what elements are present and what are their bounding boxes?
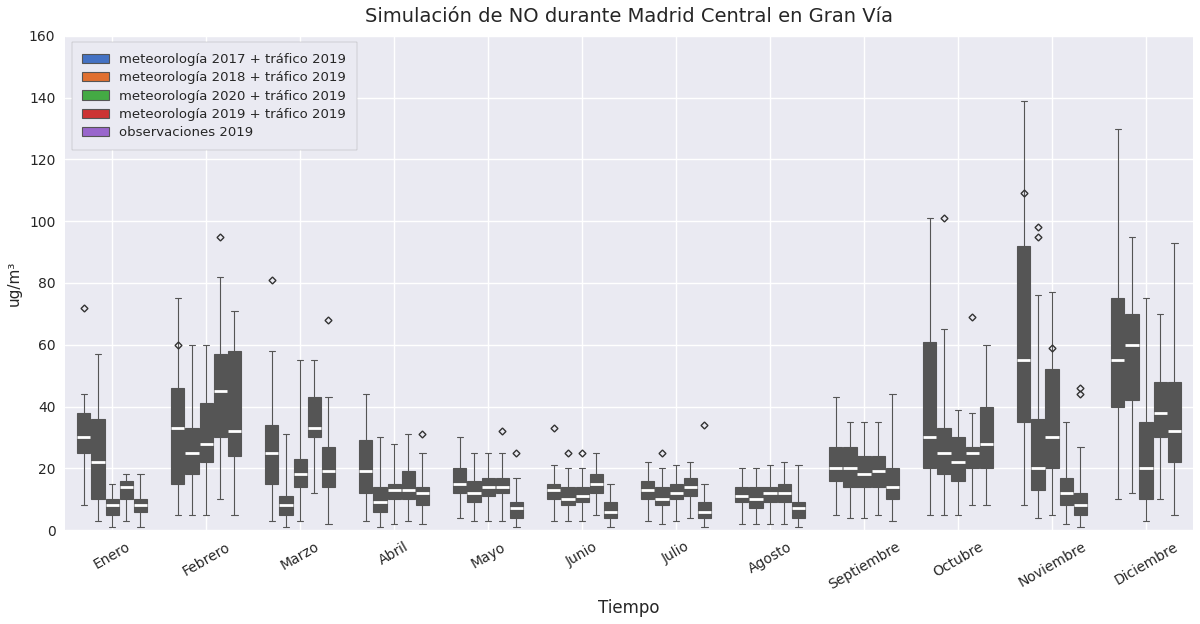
PathPatch shape (1140, 422, 1153, 499)
PathPatch shape (792, 502, 805, 518)
PathPatch shape (1111, 298, 1124, 406)
PathPatch shape (844, 447, 857, 487)
PathPatch shape (684, 477, 697, 496)
PathPatch shape (402, 471, 415, 499)
PathPatch shape (496, 477, 509, 493)
PathPatch shape (133, 499, 146, 512)
PathPatch shape (77, 412, 90, 453)
PathPatch shape (265, 425, 278, 484)
PathPatch shape (923, 342, 936, 468)
PathPatch shape (307, 397, 320, 437)
PathPatch shape (280, 496, 293, 515)
PathPatch shape (1168, 382, 1181, 462)
PathPatch shape (562, 487, 575, 505)
PathPatch shape (481, 477, 494, 496)
PathPatch shape (1031, 419, 1044, 490)
PathPatch shape (1045, 369, 1058, 468)
PathPatch shape (670, 484, 683, 499)
X-axis label: Tiempo: Tiempo (599, 599, 660, 617)
PathPatch shape (186, 428, 198, 474)
PathPatch shape (858, 456, 871, 487)
PathPatch shape (952, 437, 965, 480)
PathPatch shape (736, 487, 749, 502)
PathPatch shape (214, 354, 227, 437)
PathPatch shape (120, 480, 133, 499)
PathPatch shape (1018, 246, 1031, 422)
PathPatch shape (576, 487, 589, 502)
PathPatch shape (778, 484, 791, 502)
PathPatch shape (886, 468, 899, 499)
PathPatch shape (454, 468, 467, 493)
PathPatch shape (322, 447, 335, 487)
PathPatch shape (871, 456, 884, 487)
PathPatch shape (199, 404, 212, 462)
PathPatch shape (373, 487, 386, 512)
Title: Simulación de NO durante Madrid Central en Gran Vía: Simulación de NO durante Madrid Central … (365, 7, 893, 26)
PathPatch shape (604, 502, 617, 518)
PathPatch shape (937, 428, 950, 474)
PathPatch shape (359, 441, 372, 493)
PathPatch shape (749, 487, 762, 509)
PathPatch shape (1074, 493, 1087, 515)
PathPatch shape (829, 447, 842, 480)
Y-axis label: ug/m³: ug/m³ (7, 260, 22, 306)
PathPatch shape (979, 406, 992, 468)
PathPatch shape (641, 480, 654, 499)
PathPatch shape (106, 499, 119, 515)
PathPatch shape (1060, 477, 1073, 505)
PathPatch shape (228, 351, 241, 456)
PathPatch shape (468, 480, 480, 502)
PathPatch shape (1126, 314, 1139, 401)
PathPatch shape (388, 484, 401, 499)
PathPatch shape (91, 419, 104, 499)
PathPatch shape (510, 502, 523, 518)
PathPatch shape (966, 447, 979, 468)
PathPatch shape (655, 487, 668, 505)
Legend: meteorología 2017 + tráfico 2019, meteorología 2018 + tráfico 2019, meteorología: meteorología 2017 + tráfico 2019, meteor… (72, 42, 356, 150)
PathPatch shape (763, 487, 776, 502)
PathPatch shape (547, 484, 560, 499)
PathPatch shape (415, 487, 428, 505)
PathPatch shape (172, 388, 185, 484)
PathPatch shape (294, 459, 307, 487)
PathPatch shape (1153, 382, 1166, 437)
PathPatch shape (589, 474, 602, 493)
PathPatch shape (697, 502, 710, 518)
